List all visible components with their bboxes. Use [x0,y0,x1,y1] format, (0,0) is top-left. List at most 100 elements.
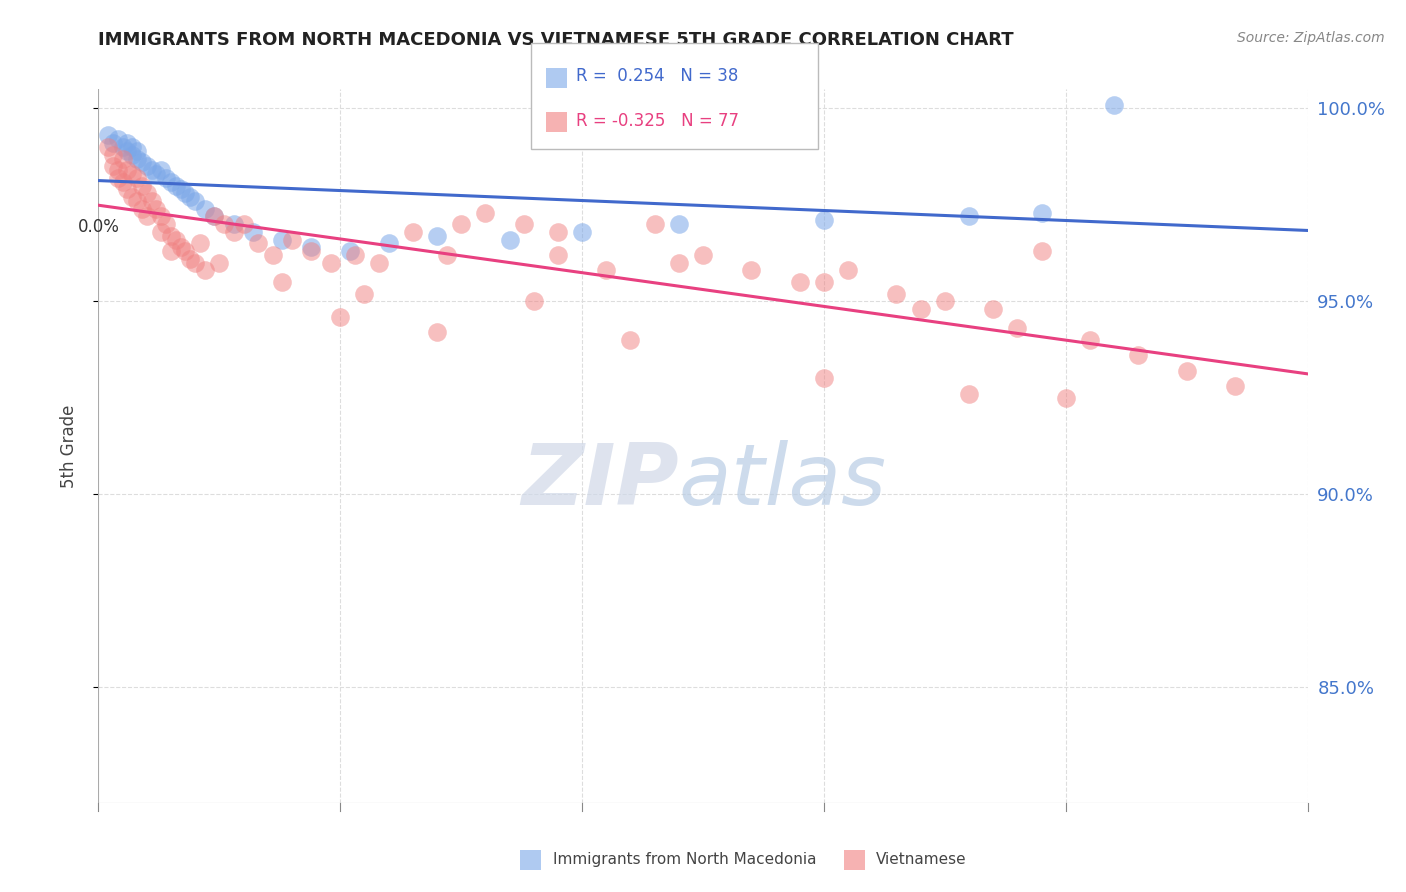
Text: Source: ZipAtlas.com: Source: ZipAtlas.com [1237,31,1385,45]
Point [121,190,143,204]
Point [117,182,139,196]
Point [910,301,932,316]
Point [188,236,211,251]
Point [789,275,811,289]
Point [837,263,859,277]
Point [127,194,149,208]
Point [426,228,449,243]
Point [740,263,762,277]
Point [121,140,143,154]
Point [450,217,472,231]
Point [131,155,153,169]
Point [155,217,177,231]
Point [141,194,163,208]
Point [957,210,980,224]
Point [117,136,139,151]
Point [523,294,546,309]
Point [1128,348,1150,362]
Point [131,178,153,193]
Y-axis label: 5th Grade: 5th Grade [59,404,77,488]
Point [668,256,690,270]
Point [155,170,177,185]
Point [934,294,956,309]
Point [127,152,149,166]
Point [547,225,569,239]
Point [595,263,617,277]
Point [141,163,163,178]
Point [117,144,139,158]
Point [813,371,835,385]
Point [121,167,143,181]
Point [271,275,294,289]
Point [150,163,173,178]
Point [169,240,191,254]
Point [204,210,226,224]
Point [1031,205,1053,219]
Point [107,163,129,178]
Point [222,225,245,239]
Point [319,256,342,270]
Point [547,248,569,262]
Point [377,236,399,251]
Point [368,256,391,270]
Point [208,256,231,270]
Point [135,159,157,173]
Point [194,202,217,216]
Point [165,233,187,247]
Point [101,159,124,173]
Point [299,244,322,259]
Point [131,202,153,216]
Point [111,140,134,154]
Point [1031,244,1053,259]
Point [692,248,714,262]
Text: ZIP: ZIP [522,440,679,524]
Point [513,217,536,231]
Point [299,240,322,254]
Point [247,236,270,251]
Point [165,178,187,193]
Point [160,244,183,259]
Point [117,163,139,178]
Point [150,225,173,239]
Point [474,205,496,219]
Point [101,148,124,162]
Point [232,217,254,231]
Point [111,152,134,166]
Point [281,233,304,247]
Point [957,387,980,401]
Point [145,167,167,181]
Point [174,186,197,201]
Point [222,217,245,231]
Point [329,310,352,324]
Point [426,325,449,339]
Text: IMMIGRANTS FROM NORTH MACEDONIA VS VIETNAMESE 5TH GRADE CORRELATION CHART: IMMIGRANTS FROM NORTH MACEDONIA VS VIETN… [98,31,1014,49]
Text: atlas: atlas [679,440,887,524]
Point [127,144,149,158]
Point [402,225,425,239]
Point [184,194,207,208]
Point [111,175,134,189]
Point [668,217,690,231]
Point [242,225,264,239]
Point [1223,379,1246,393]
Point [353,286,375,301]
Point [343,248,366,262]
Text: R = -0.325   N = 77: R = -0.325 N = 77 [576,112,740,129]
Point [1078,333,1101,347]
Point [619,333,641,347]
Text: Immigrants from North Macedonia: Immigrants from North Macedonia [553,853,815,867]
Point [262,248,284,262]
Point [981,301,1004,316]
Point [107,132,129,146]
Point [813,275,835,289]
Point [145,202,167,216]
Point [1175,364,1198,378]
Point [212,217,235,231]
Point [644,217,666,231]
Point [107,170,129,185]
Point [97,140,120,154]
Point [1007,321,1029,335]
Point [174,244,197,259]
Point [101,136,124,151]
Point [150,210,173,224]
